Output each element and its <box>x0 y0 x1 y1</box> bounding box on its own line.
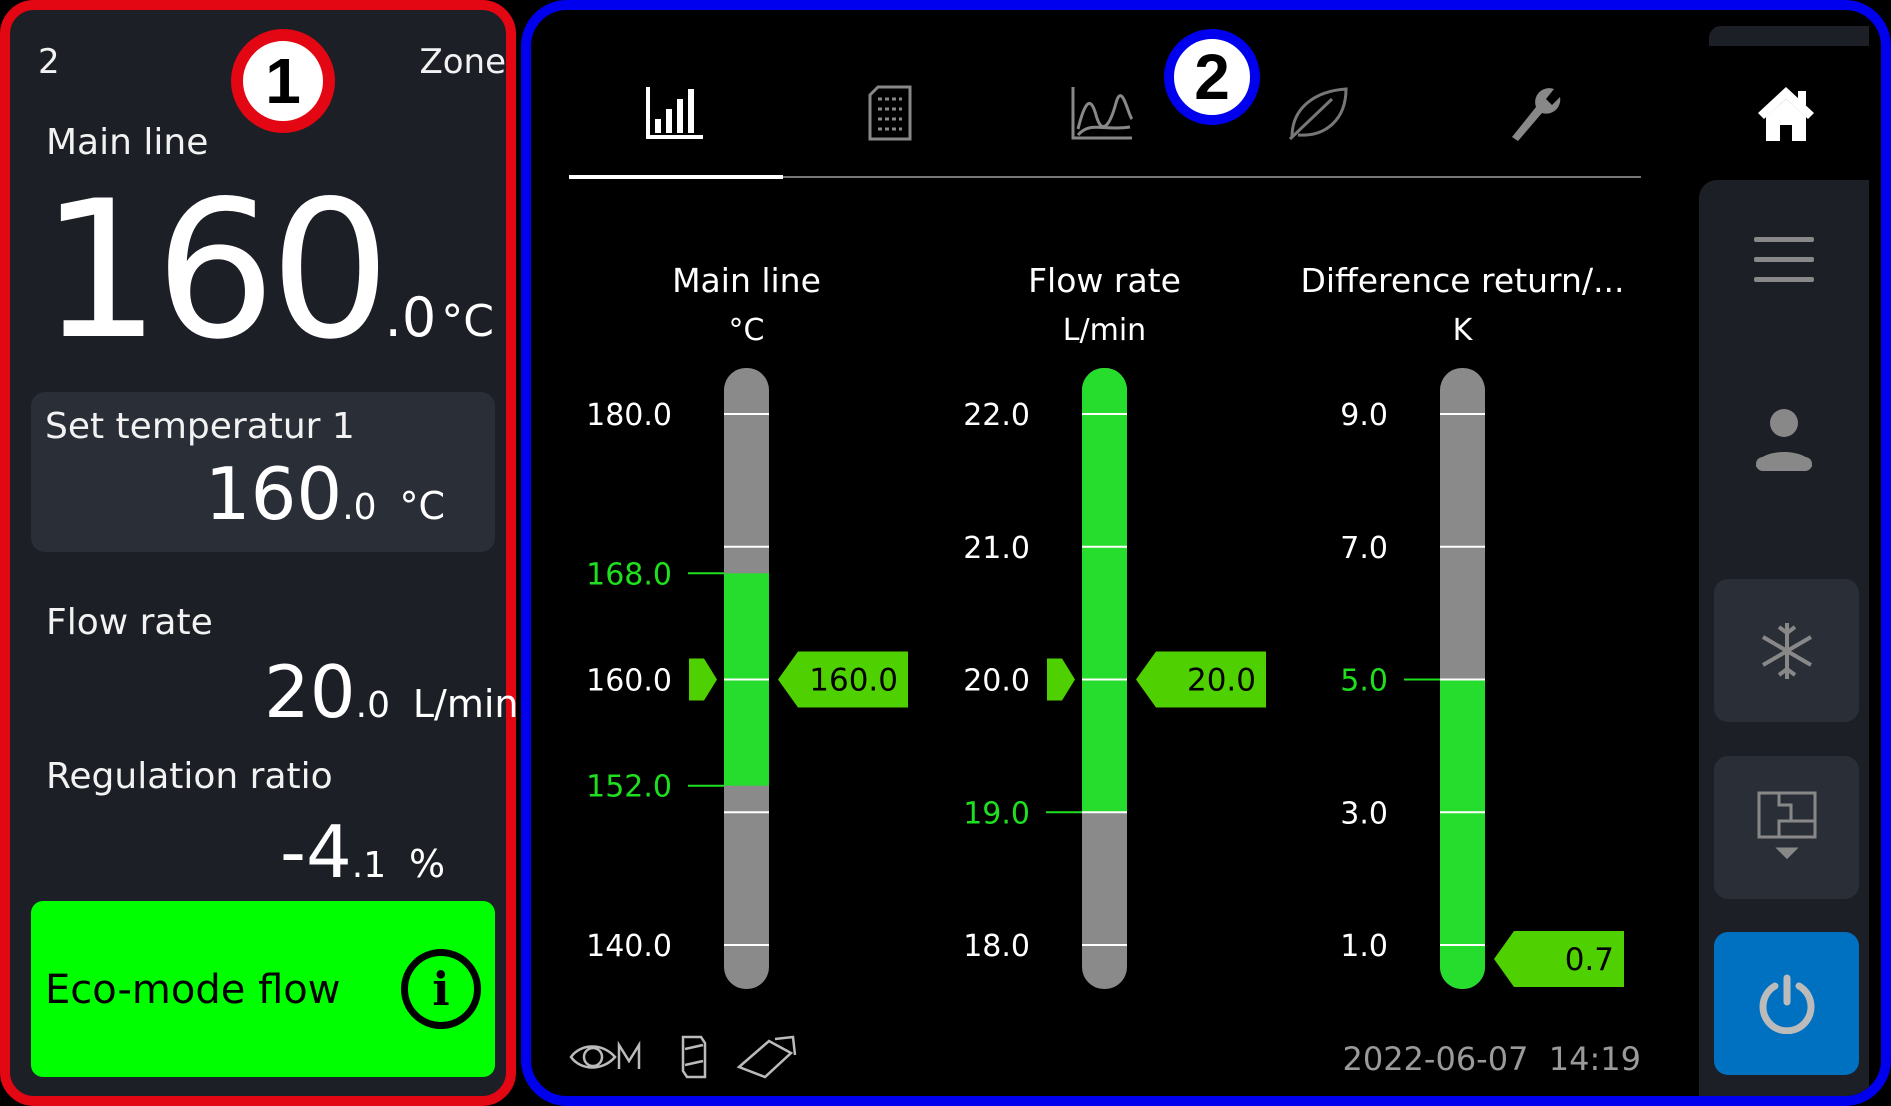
main-line-unit: °C <box>441 296 495 347</box>
power-button[interactable] <box>1714 932 1859 1075</box>
main-line-value: 160.0 °C <box>40 160 494 381</box>
zone-panel: 2 Zone Main line 160.0 °C Set temperatur… <box>0 0 519 1106</box>
value-tag <box>1136 651 1266 708</box>
gauge-tick-label: 18.0 <box>963 929 1030 964</box>
home-icon <box>1758 87 1814 141</box>
info-icon[interactable]: i <box>401 949 481 1029</box>
value-tag-label: 160.0 <box>809 663 898 699</box>
usb-icon <box>736 1035 797 1079</box>
eye-m-icon <box>569 1040 641 1069</box>
gauge-limit-label: 5.0 <box>1340 664 1388 699</box>
regulation-ratio-label: Regulation ratio <box>46 756 333 797</box>
floorplan-button[interactable] <box>1714 756 1859 899</box>
setpoint-label: Set temperatur 1 <box>45 406 355 447</box>
gauge-limit-label: 19.0 <box>963 796 1030 831</box>
tab-eco[interactable] <box>1278 78 1358 148</box>
annotation-badge-2: 2 <box>1164 29 1260 125</box>
bar-chart-icon <box>646 87 703 139</box>
tab-active-indicator <box>569 175 783 179</box>
value-tag <box>1494 931 1624 987</box>
gauge-title: Main line <box>672 261 821 300</box>
main-panel: 2 Main line °C 180.0 160.0 140.0 168.0 152.0 16… <box>521 0 1891 1106</box>
zone-number: 2 <box>38 42 60 82</box>
setpoint-marker <box>1047 658 1075 701</box>
status-icons <box>569 1035 799 1079</box>
time: 14:19 <box>1548 1040 1641 1078</box>
flow-dec: .0 <box>355 685 390 726</box>
main-line-dec: .0 <box>384 286 437 349</box>
gauge-unit: K <box>1453 313 1474 348</box>
gauge-tick-label: 20.0 <box>963 664 1030 699</box>
main-line-int: 160 <box>40 160 391 381</box>
setpoint-unit: °C <box>399 484 445 528</box>
gauge-title: Flow rate <box>1028 261 1181 300</box>
ratio-dec: .1 <box>351 845 387 886</box>
flow-int: 20 <box>264 650 356 734</box>
gauge-tick-label: 21.0 <box>963 531 1030 566</box>
date: 2022-06-07 <box>1342 1040 1529 1078</box>
ratio-int: -4 <box>280 810 352 894</box>
gauge-tick-label: 9.0 <box>1340 398 1388 433</box>
tab-bar-chart[interactable] <box>635 78 715 148</box>
gauge-limit-label: 152.0 <box>586 770 672 805</box>
floorplan-icon <box>1757 791 1816 859</box>
snowflake-icon <box>1761 622 1812 679</box>
document-icon <box>868 85 912 141</box>
gauge-green-range <box>1082 368 1127 813</box>
cooling-button[interactable] <box>1714 579 1859 722</box>
tab-divider <box>569 176 1641 178</box>
sd-card-icon <box>681 1035 707 1079</box>
setpoint-dec: .0 <box>342 487 377 528</box>
gauge-tick-label: 22.0 <box>963 398 1030 433</box>
gauge-tick-label: 3.0 <box>1340 796 1388 831</box>
user-icon <box>1756 409 1812 471</box>
setpoint-int: 160 <box>204 452 343 536</box>
menu-button[interactable] <box>1739 230 1829 290</box>
menu-icon <box>1754 237 1814 282</box>
gauge-title: Difference return/... <box>1300 261 1624 300</box>
wrench-icon <box>1512 88 1561 141</box>
gauge-limit-label: 168.0 <box>586 557 672 592</box>
eco-mode-button[interactable]: Eco-mode flow i <box>31 901 495 1077</box>
regulation-ratio-value: -4.1 % <box>280 810 445 894</box>
user-button[interactable] <box>1739 400 1829 480</box>
value-tag-label: 0.7 <box>1565 942 1614 978</box>
home-button[interactable] <box>1736 68 1836 158</box>
eco-mode-label: Eco-mode flow <box>45 967 341 1013</box>
power-icon <box>1759 974 1814 1034</box>
tab-service[interactable] <box>1492 78 1572 148</box>
gauge-tick-label: 140.0 <box>586 929 672 964</box>
gauge-tick-label: 180.0 <box>586 398 672 433</box>
tab-document[interactable] <box>850 78 930 148</box>
sidebar <box>1699 180 1869 1096</box>
annotation-badge-1: 1 <box>231 29 335 133</box>
gauge-green-range <box>1440 679 1485 989</box>
value-tag-label: 20.0 <box>1187 663 1256 699</box>
gauges: Main line °C 180.0 160.0 140.0 168.0 152.0 160.… <box>586 261 1625 989</box>
setpoint-box[interactable]: Set temperatur 1 160.0 °C <box>31 392 495 552</box>
datetime: 2022-06-07 14:19 <box>1241 1040 1641 1078</box>
setpoint-value: 160.0 °C <box>205 452 445 536</box>
flow-rate-value: 20.0 L/min <box>264 650 519 734</box>
ratio-unit: % <box>409 842 446 886</box>
gauge-unit: L/min <box>1063 313 1146 348</box>
gauge-unit: °C <box>729 313 765 348</box>
main-line-label: Main line <box>46 122 209 163</box>
value-tag <box>778 651 908 708</box>
gauge-tick-label: 160.0 <box>586 664 672 699</box>
flow-unit: L/min <box>412 682 519 726</box>
gauge-tick-label: 7.0 <box>1340 531 1388 566</box>
setpoint-marker <box>689 658 717 701</box>
sidebar-top-strip <box>1709 26 1869 46</box>
tab-trend[interactable] <box>1062 78 1142 148</box>
line-chart-icon <box>1071 87 1134 140</box>
leaf-icon <box>1288 87 1348 141</box>
gauge-tick-label: 1.0 <box>1340 929 1388 964</box>
flow-rate-label: Flow rate <box>46 602 213 643</box>
zone-label: Zone <box>419 42 506 82</box>
